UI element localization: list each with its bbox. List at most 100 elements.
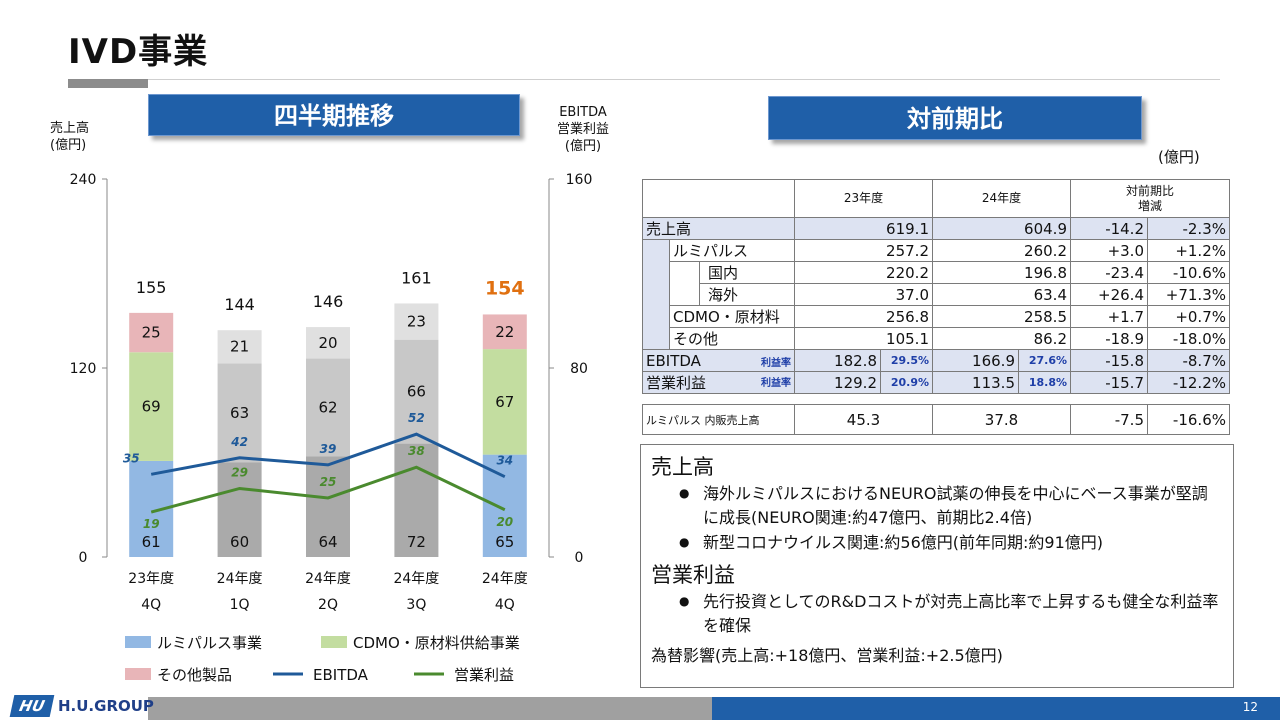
table-row: EBITDA 利益率 182.8 29.5% 166.9 27.6% -15.8… (642, 349, 1230, 372)
right-tick-label: 80 (570, 361, 588, 377)
line-value-label: 29 (231, 465, 248, 479)
bar-segment (482, 349, 527, 455)
row-label-text: EBITDA (646, 351, 701, 370)
left-axis-title-line: 売上高 (50, 121, 90, 136)
line-value-label: 20 (496, 515, 513, 529)
bar-value-label: 72 (407, 533, 426, 551)
cell-fy24: 37.8 (932, 404, 1071, 435)
bar-value-label: 64 (318, 533, 337, 551)
bar-value-label: 23 (407, 313, 426, 331)
row-label-text: 営業利益 (646, 374, 707, 392)
bullet-text: 新型コロナウイルス関連:約56億円(前年同期:約91億円) (703, 533, 1103, 552)
right-axis-title: EBITDA 営業利益 (億円) (548, 104, 618, 155)
yoy-comparison-banner: 対前期比 (768, 96, 1142, 140)
op-heading: 営業利益 (651, 563, 735, 587)
bar-segment (217, 330, 262, 364)
page-title: IVD事業 (68, 32, 209, 72)
right-axis-title-line: (億円) (564, 139, 602, 154)
bar-segment (217, 363, 262, 463)
header-change-line1: 対前期比 (1125, 183, 1174, 198)
cell-diff: -18.9 (1070, 327, 1148, 350)
row-label: CDMO・原材料 (669, 305, 795, 328)
cell-fy24: 166.9 (932, 349, 1019, 372)
cell-diff: +3.0 (1070, 239, 1148, 262)
cell-pct: -2.3% (1147, 217, 1230, 240)
cell-pct: -10.6% (1147, 261, 1230, 284)
table-unit: (億円) (1158, 148, 1200, 166)
category-label: 24年度 (393, 571, 439, 587)
cell-diff: +1.7 (1070, 305, 1148, 328)
bar-total-label: 155 (136, 278, 167, 297)
category-label: 24年度 (482, 571, 528, 587)
series-line (150, 465, 506, 514)
category-label: 2Q (318, 597, 338, 613)
bar-segment (129, 312, 174, 353)
company-logo: HU H.U.GROUP (9, 692, 154, 720)
op-bullet: ● 先行投資としてのR&Dコストが対売上高比率で上昇するも健全な利益率を確保 (651, 589, 1223, 638)
right-tick-label: 160 (566, 172, 593, 188)
category-label: 1Q (230, 597, 250, 613)
bar-value-label: 22 (495, 323, 514, 341)
legend-label: CDMO・原材料供給事業 (353, 634, 520, 652)
line-value-label: 38 (408, 444, 425, 458)
line-value-label: 34 (496, 454, 513, 468)
bar-value-label: 21 (230, 338, 249, 356)
bullet-text: 海外ルミパルスにおけるNEURO試薬の伸長を中心にベース事業が堅調に成長(NEU… (703, 484, 1208, 527)
legend-label: ルミパルス事業 (157, 634, 262, 652)
cell-pct: +1.2% (1147, 239, 1230, 262)
bar-total-label: 161 (401, 268, 432, 287)
cell-fy24: 604.9 (932, 217, 1071, 240)
table-header-row: 23年度 24年度 対前期比 増減 (642, 179, 1230, 218)
bullet-text: 先行投資としてのR&Dコストが対売上高比率で上昇するも健全な利益率を確保 (703, 592, 1219, 635)
quarterly-chart: 0 120 240 0 80 160 61 69 25 155 23年度 4Q 60 63 21 144 24年… (70, 172, 593, 684)
line-value-label: 25 (320, 475, 337, 489)
left-tick-label: 120 (70, 361, 97, 377)
bar-segment (306, 358, 350, 457)
table-row: ルミパルス 257.2 260.2 +3.0 +1.2% (642, 239, 1230, 350)
sales-bullet: ● 海外ルミパルスにおけるNEURO試薬の伸長を中心にベース事業が堅調に成長(NE… (651, 481, 1223, 530)
cell-margin-fy24: 27.6% (1018, 349, 1071, 372)
sales-heading: 売上高 (651, 455, 714, 479)
cell-fy24: 260.2 (932, 239, 1071, 262)
bar-total-label: 154 (485, 277, 525, 299)
row-label: 営業利益 利益率 (642, 371, 795, 394)
bar-segment (394, 339, 439, 444)
margin-tag: 利益率 (761, 378, 791, 389)
line-value-label: 35 (123, 451, 140, 465)
bar-segment (482, 314, 527, 350)
cell-margin-fy23: 29.5% (880, 349, 933, 372)
legend-label: その他製品 (157, 666, 232, 684)
cell-pct: +0.7% (1147, 305, 1230, 328)
table-row: 売上高 619.1 604.9 -14.2 -2.3% (642, 217, 1230, 240)
footer-bar-accent (712, 697, 1280, 720)
logo-mark-icon: HU (9, 695, 55, 717)
cell-diff: -15.7 (1070, 371, 1148, 394)
cell-diff: -23.4 (1070, 261, 1148, 284)
category-label: 4Q (495, 597, 515, 613)
row-label: EBITDA 利益率 (642, 349, 795, 372)
line-value-label: 52 (408, 411, 425, 425)
bar-value-label: 65 (495, 533, 514, 551)
cell-fy23: 256.8 (794, 305, 933, 328)
cell-fy24: 63.4 (932, 283, 1071, 306)
table-row: 営業利益 利益率 129.2 20.9% 113.5 18.8% -15.7 -… (642, 371, 1230, 394)
page-number: 12 (1242, 700, 1258, 714)
quarterly-trend-banner: 四半期推移 (148, 94, 520, 136)
legend-swatch (125, 636, 151, 648)
cell-diff: -14.2 (1070, 217, 1148, 240)
bullet-icon: ● (679, 486, 690, 500)
bullet-icon: ● (679, 594, 690, 608)
bar-value-label: 69 (142, 398, 161, 416)
bar-segment (482, 454, 527, 557)
left-axis-title-line: (億円) (50, 138, 87, 153)
cell-diff: +26.4 (1070, 283, 1148, 306)
row-label: 売上高 (642, 217, 795, 240)
sales-bullet: ● 新型コロナウイルス関連:約56億円(前年同期:約91億円) (651, 530, 1223, 555)
cell-fy23: 182.8 (794, 349, 881, 372)
category-label: 23年度 (128, 571, 174, 587)
bar-value-label: 67 (495, 393, 514, 411)
cell-fy23: 129.2 (794, 371, 881, 394)
bar-segment (394, 443, 439, 557)
cell-fy24: 86.2 (932, 327, 1071, 350)
category-label: 24年度 (305, 571, 351, 587)
